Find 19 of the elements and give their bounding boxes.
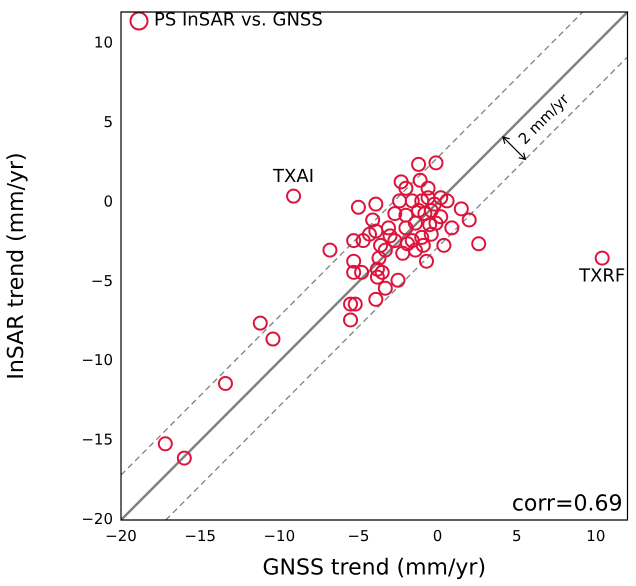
x-tick-label: 10 [586, 526, 606, 545]
x-tick-label: −15 [184, 526, 216, 545]
y-tick-label: −20 [81, 510, 113, 528]
annotation: TXAI [272, 166, 314, 187]
annotation: corr=0.69 [512, 492, 622, 517]
y-tick-label: 5 [103, 113, 113, 132]
x-tick-label: −10 [263, 526, 296, 545]
annotation: TXRF [578, 266, 626, 287]
y-axis-title: InSAR trend (mm/yr) [4, 152, 29, 380]
y-tick-label: −15 [81, 430, 113, 449]
y-tick-label: 0 [103, 192, 113, 210]
y-tick-label: −10 [81, 351, 113, 370]
y-tick-label: 10 [94, 34, 113, 52]
legend-label: PS InSAR vs. GNSS [154, 10, 323, 31]
x-tick-label: 5 [512, 526, 522, 545]
x-axis-title: GNSS trend (mm/yr) [262, 556, 486, 581]
x-tick-label: 0 [432, 526, 442, 545]
y-tick-label: −5 [90, 272, 113, 290]
x-tick-label: −5 [347, 526, 370, 545]
